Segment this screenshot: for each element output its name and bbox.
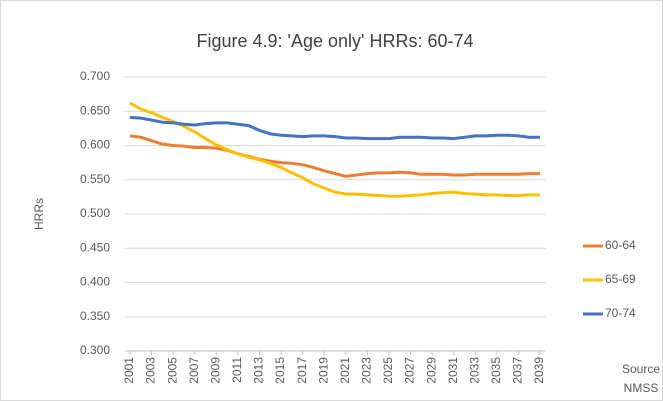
x-tick-label: 2013 — [252, 357, 266, 384]
y-tick-label: 0.300 — [80, 343, 110, 357]
y-axis-label: HRRs — [32, 198, 46, 230]
legend-label: 60-64 — [605, 238, 636, 252]
x-tick-label: 2025 — [381, 357, 395, 384]
x-tick-label: 2015 — [273, 357, 287, 384]
x-tick-label: 2011 — [230, 357, 244, 383]
x-tick-label: 2019 — [316, 357, 330, 384]
legend-label: 65-69 — [605, 272, 636, 286]
source-note: NMSS — [624, 381, 659, 395]
x-tick-label: 2035 — [489, 357, 503, 384]
series-line — [129, 101, 541, 198]
x-tick-label: 2023 — [360, 357, 374, 384]
x-tick-label: 2005 — [165, 357, 179, 384]
y-tick-label: 0.500 — [80, 206, 110, 220]
x-tick-label: 2003 — [144, 357, 158, 384]
series-line — [129, 115, 541, 141]
x-tick-label: 2029 — [424, 357, 438, 384]
y-tick-label: 0.400 — [80, 275, 110, 289]
x-tick-label: 2007 — [187, 357, 201, 384]
x-tick-label: 2033 — [467, 357, 481, 384]
source-note: Source — [622, 362, 660, 376]
x-tick-label: 2027 — [403, 357, 417, 384]
x-tick-label: 2031 — [446, 357, 460, 384]
x-tick-label: 2021 — [338, 357, 352, 384]
y-tick-label: 0.700 — [80, 69, 110, 83]
y-tick-label: 0.650 — [80, 103, 110, 117]
x-tick-label: 2001 — [122, 357, 136, 384]
legend-label: 70-74 — [605, 306, 636, 320]
y-tick-label: 0.550 — [80, 172, 110, 186]
x-tick-label: 2039 — [532, 357, 546, 384]
x-tick-label: 2017 — [295, 357, 309, 384]
x-tick-label: 2009 — [208, 357, 222, 384]
y-tick-label: 0.350 — [80, 309, 110, 323]
series-line — [129, 134, 541, 178]
y-tick-label: 0.450 — [80, 240, 110, 254]
chart-title: Figure 4.9: 'Age only' HRRs: 60-74 — [196, 31, 473, 51]
x-tick-label: 2037 — [511, 357, 525, 384]
y-tick-label: 0.600 — [80, 138, 110, 152]
